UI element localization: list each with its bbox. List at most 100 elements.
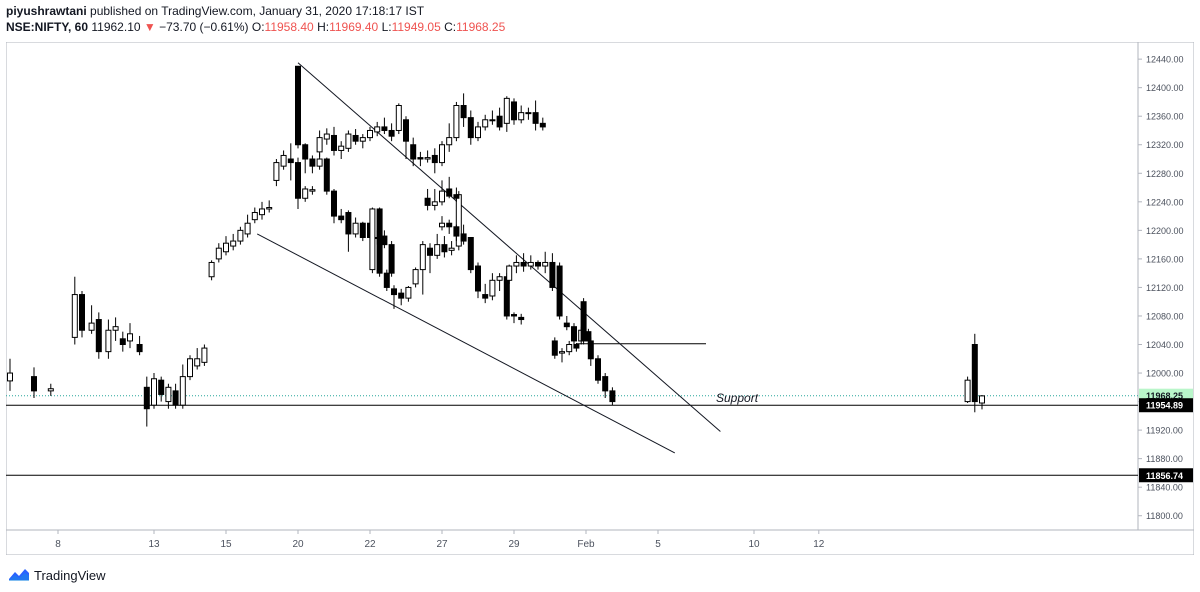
x-tick-label: 29 — [508, 539, 520, 550]
candle-down — [424, 197, 431, 206]
candle-down — [352, 134, 359, 142]
candle-up — [482, 119, 489, 128]
candle-down — [295, 65, 301, 146]
candle-up — [448, 247, 455, 251]
published-text: published on TradingView.com, January 31… — [90, 4, 425, 18]
candle-down — [520, 261, 527, 267]
candle-down — [511, 314, 517, 317]
candle-down — [460, 105, 467, 119]
y-tick-label: 12360.00 — [1146, 112, 1184, 122]
y-tick-label: 12240.00 — [1146, 197, 1184, 207]
candle-up — [513, 261, 520, 267]
y-tick-label: 12400.00 — [1146, 83, 1184, 93]
candle-up — [369, 208, 376, 271]
candle-down — [295, 162, 301, 199]
last-price: 11962.10 — [91, 20, 141, 34]
candle-up — [302, 188, 309, 199]
candle-up — [439, 144, 445, 164]
candle-down — [302, 144, 309, 160]
candle-up — [345, 133, 352, 149]
candle-down — [503, 276, 510, 317]
x-tick-label: 22 — [364, 539, 376, 550]
candle-up — [105, 329, 112, 353]
y-tick-label: 12280.00 — [1146, 169, 1184, 179]
candle-down — [383, 272, 390, 288]
y-tick-label: 12000.00 — [1146, 369, 1184, 379]
candle-up — [259, 208, 265, 216]
candle-up — [964, 379, 971, 403]
current-price-tag: 11968.25 — [1146, 391, 1183, 401]
candle-up — [496, 276, 503, 281]
candle-down — [580, 301, 587, 342]
candle-up — [374, 126, 381, 133]
candle-down — [323, 158, 330, 192]
candle-down — [287, 158, 294, 164]
candle-down — [460, 233, 467, 242]
x-tick-label: 8 — [55, 539, 61, 550]
candlestick-chart[interactable]: 11800.0011840.0011880.0011920.0011960.00… — [5, 41, 1195, 556]
candle-up — [446, 137, 453, 146]
tradingview-logo-icon[interactable] — [8, 567, 30, 583]
candle-up — [527, 261, 534, 267]
down-arrow-icon: ▼ — [143, 20, 156, 34]
candle-up — [316, 158, 323, 167]
candle-down — [535, 261, 541, 267]
candle-down — [309, 158, 316, 167]
candle-up — [489, 279, 496, 297]
candle-down — [571, 326, 577, 342]
author-name[interactable]: piyushrawtani — [6, 4, 87, 18]
candle-down — [587, 340, 594, 360]
candle-down — [95, 319, 102, 353]
candle-up — [503, 97, 510, 124]
candle-down — [338, 215, 345, 221]
candle-up — [424, 157, 431, 160]
candle-down — [475, 265, 481, 292]
candle-up — [208, 261, 215, 278]
candle-down — [359, 222, 366, 238]
candle-up — [194, 358, 201, 367]
y-tick-label: 12040.00 — [1146, 340, 1184, 350]
y-tick-label: 12200.00 — [1146, 226, 1184, 236]
candle-down — [136, 344, 143, 353]
candle-up — [88, 322, 95, 331]
candle-down — [518, 316, 525, 321]
candle-up — [352, 222, 359, 235]
candle-up — [165, 386, 172, 403]
open-label: O: — [251, 20, 265, 34]
y-tick-label: 12320.00 — [1146, 140, 1184, 150]
candle-down — [381, 235, 388, 246]
candle-down — [467, 117, 474, 139]
candle-down — [79, 294, 85, 331]
high-label: H: — [317, 20, 330, 34]
candle-up — [455, 194, 462, 247]
symbol-line: NSE:NIFTY, 60 11962.10 ▼ −73.70 (−0.61%)… — [6, 20, 505, 35]
candle-down — [532, 112, 539, 124]
candle-up — [7, 372, 13, 382]
candle-up — [412, 269, 419, 285]
price-change: −73.70 (−0.61%) — [159, 20, 249, 34]
candle-down — [585, 331, 592, 342]
y-tick-label: 12160.00 — [1146, 254, 1184, 264]
y-tick-label: 11880.00 — [1146, 454, 1183, 464]
footer-brand[interactable]: TradingView — [34, 567, 106, 583]
candle-up — [47, 388, 54, 392]
x-tick-label: 27 — [436, 539, 448, 550]
candle-down — [441, 244, 448, 253]
candle-up — [405, 286, 412, 299]
candle-up — [151, 378, 157, 406]
candle-up — [542, 261, 549, 267]
chart-area[interactable]: 11800.0011840.0011880.0011920.0011960.00… — [5, 41, 1195, 556]
candle-down — [345, 212, 352, 235]
x-tick-label: Feb — [577, 539, 595, 550]
high-value: 11969.40 — [329, 20, 379, 34]
publish-info: piyushrawtani published on TradingView.c… — [6, 4, 424, 19]
x-tick-label: 20 — [292, 539, 304, 550]
candle-up — [215, 247, 222, 260]
candle-down — [172, 390, 179, 406]
symbol-name: NSE:NIFTY, 60 — [6, 20, 89, 34]
candle-up — [489, 119, 496, 122]
candle-down — [391, 288, 397, 296]
open-value: 11958.40 — [264, 20, 314, 34]
low-label: L: — [381, 20, 392, 34]
candle-down — [381, 126, 388, 131]
